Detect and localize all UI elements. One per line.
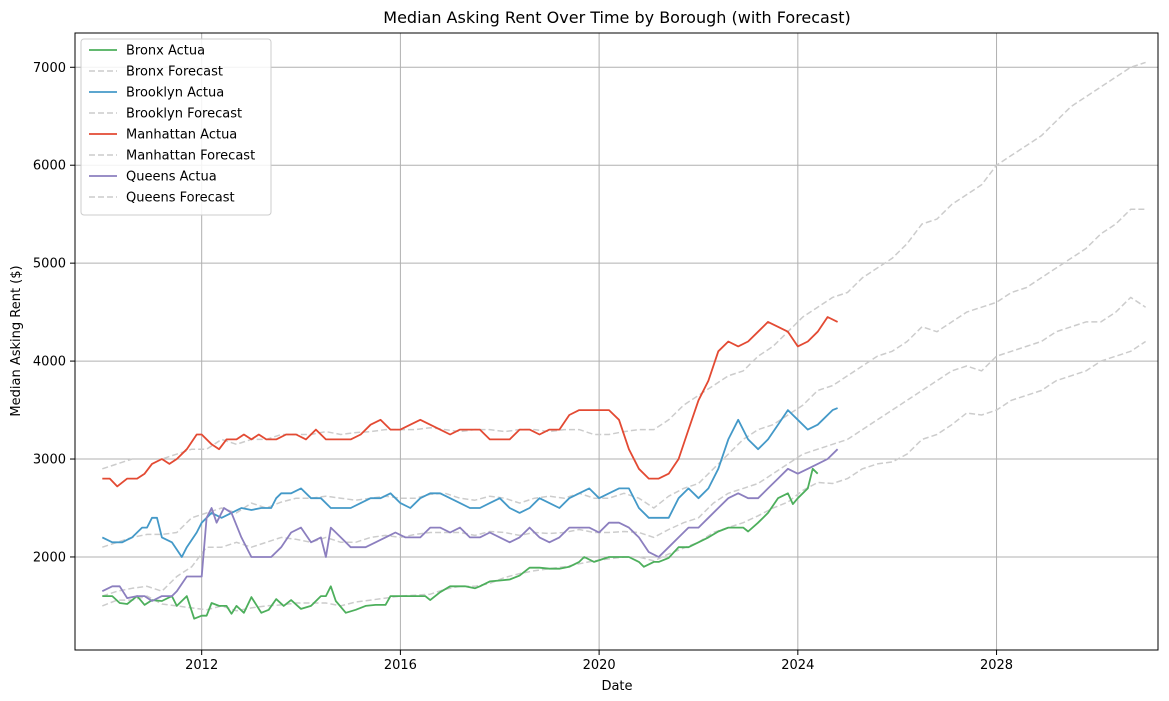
legend-box: [80, 38, 272, 216]
y-tick-label: 5000: [33, 257, 66, 272]
plot-frame: [74, 32, 1159, 651]
series-line-brooklyn-actua: [101, 407, 838, 558]
y-axis: 2000 3000 4000 5000 6000 7000: [33, 61, 75, 565]
series-line-queens-actua: [101, 448, 839, 602]
x-tick-label: 2020: [583, 658, 616, 673]
y-axis-title: Median Asking Rent ($): [9, 265, 24, 416]
x-tick-label: 2028: [980, 658, 1013, 673]
y-tick-label: 7000: [33, 61, 66, 76]
legend-label: Brooklyn Actua: [126, 86, 224, 101]
legend: Bronx Actua Bronx Forecast Brooklyn Actua B…: [80, 38, 272, 216]
y-tick-label: 3000: [33, 453, 66, 468]
legend-label: Manhattan Forecast: [126, 149, 255, 164]
x-tick-label: 2024: [781, 658, 814, 673]
legend-label: Bronx Actua: [126, 44, 205, 59]
series-line-manhattan-actua: [102, 316, 838, 488]
legend-label: Manhattan Actua: [126, 128, 237, 143]
x-tick-label: 2012: [185, 658, 218, 673]
series-layer: [101, 61, 1147, 620]
legend-label: Queens Actua: [126, 170, 217, 185]
x-axis-title: Date: [601, 679, 632, 694]
y-tick-label: 2000: [33, 550, 66, 565]
series-line-bronx-actua: [102, 467, 819, 620]
chart-title: Median Asking Rent Over Time by Borough …: [383, 8, 850, 27]
y-tick-label: 4000: [33, 355, 66, 370]
legend-label: Queens Forecast: [126, 191, 235, 206]
legend-label: Brooklyn Forecast: [126, 107, 242, 122]
y-tick-label: 6000: [33, 159, 66, 174]
x-axis: 2012 2016 2020 2024 2028: [185, 650, 1013, 673]
series-line-queens-forecast: [102, 296, 1147, 597]
legend-label: Bronx Forecast: [126, 65, 223, 80]
series-line-brooklyn-forecast: [102, 208, 1146, 548]
grid-lines: [75, 33, 1158, 650]
series-line-manhattan-forecast: [102, 61, 1146, 470]
x-tick-label: 2016: [384, 658, 417, 673]
